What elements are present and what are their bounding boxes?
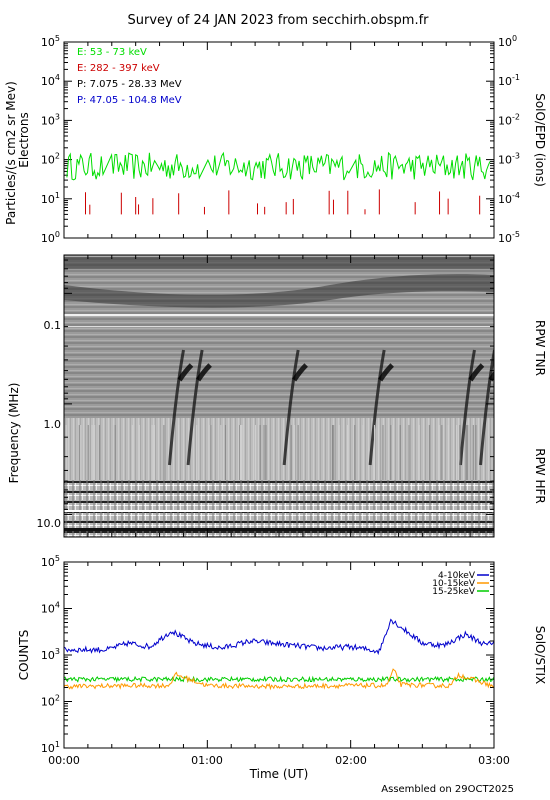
radio-burst-head [488,370,494,382]
legend-entry-p-low: P: 7.075 - 28.33 MeV [77,79,182,90]
rpw-y-label: Frequency (MHz) [7,383,21,484]
footer-note: Assembled on 29OCT2025 [381,784,514,795]
stix-legend-4-10: 4-10keV [438,571,476,581]
hfr-black-line [64,528,494,531]
rpw-y-ticks [64,259,494,515]
time-axis-label: Time (UT) [249,767,309,781]
epd-right-tick-label: 10-2 [498,112,520,127]
epd-right-tick-label: 10-3 [498,152,520,167]
hfr-low-band [64,480,494,537]
epd-tick-label: 101 [41,191,60,206]
legend-entry-e-low: E: 53 - 73 keV [77,47,147,58]
hfr-vstripes [64,418,494,480]
radio-burst [168,349,185,466]
stix-panel: 101 102 103 104 105 4-10keV 10-15keV 15-25ke… [17,554,547,781]
epd-right-tick-label: 100 [498,34,517,49]
epd-y-label: Particles/(s cm2 sr Mev) [4,81,18,225]
stix-tick-label: 102 [41,694,60,709]
epd-frame [63,41,495,239]
stix-series-15-25kev [64,675,494,684]
rpw-right-label-tnr: RPW TNR [533,320,547,376]
time-tick-0000: 00:00 [48,754,80,767]
epd-x-ticks [63,42,495,238]
rpw-y-tick-10-0: 10.0 [37,517,62,530]
stix-y-label: COUNTS [17,630,31,681]
stix-legend: 4-10keV 10-15keV 15-25keV [432,571,489,597]
epd-legend: E: 53 - 73 keV E: 282 - 397 keV P: 7.075… [77,47,182,106]
epd-panel: 100 101 102 103 104 105 10-5 10-4 10-3 10-2 10-1 10… [4,34,547,245]
hfr-white-line [64,510,494,512]
stix-series-10-15kev [64,668,494,691]
epd-right-label: SolO/EPD (ions) [533,93,547,187]
epd-tick-label: 103 [41,112,60,127]
radio-burst [368,349,386,466]
stix-tick-label: 103 [41,647,60,662]
legend-entry-e-high: E: 282 - 397 keV [77,63,160,74]
time-tick-0300: 03:00 [478,754,510,767]
figure-title: Survey of 24 JAN 2023 from secchirh.obsp… [128,13,430,28]
legend-entry-p-high: P: 47.05 - 104.8 MeV [77,95,182,106]
epd-tick-label: 102 [41,152,60,167]
epd-y-label-electrons: Electrons [17,112,31,167]
rpw-y-tick-1-0: 1.0 [44,418,62,431]
stix-y-ticks: 101 102 103 104 105 [41,554,494,755]
epd-tick-label: 105 [41,34,60,49]
radio-burst [458,349,476,466]
rpw-panel: 0.1 1.0 10.0 Frequency (MHz) RPW TNR RPW… [7,254,547,538]
stix-x-ticks [63,562,495,748]
tnr-bright-line [64,314,494,316]
tnr-dark-wave-band [64,274,494,308]
radio-burst-head [196,363,212,382]
radio-burst-head [292,363,308,382]
stix-right-label: SolO/STIX [533,626,547,685]
stix-tick-label: 105 [41,554,60,569]
radio-burst [186,349,204,466]
radio-burst-head [378,363,394,382]
epd-right-tick-label: 10-1 [498,73,520,88]
epd-tick-label: 100 [41,230,60,245]
rpw-right-label-hfr: RPW HFR [533,448,547,504]
epd-right-tick-label: 10-4 [498,191,520,206]
stix-legend-15-25: 15-25keV [432,587,476,597]
stix-tick-label: 104 [41,601,60,616]
rpw-y-tick-0-1: 0.1 [44,319,62,332]
epd-series-e-53-73 [66,151,491,181]
rpw-x-ticks [63,255,495,537]
epd-series-e-282-397 [85,189,481,215]
stix-tick-label: 101 [41,740,60,755]
radio-burst-head [177,363,194,382]
epd-right-tick-label: 10-5 [498,230,520,245]
radio-burst-head [468,363,485,382]
time-tick-0200: 02:00 [335,754,367,767]
time-tick-0100: 01:00 [191,754,223,767]
stix-legend-10-15: 10-15keV [432,579,476,589]
epd-tick-label: 104 [41,73,60,88]
stix-series-4-10kev [64,618,494,656]
tnr-top-dark-band [64,257,494,269]
tnr-bright-line-2 [64,326,494,327]
stix-frame [63,561,495,749]
radio-burst [282,349,300,466]
